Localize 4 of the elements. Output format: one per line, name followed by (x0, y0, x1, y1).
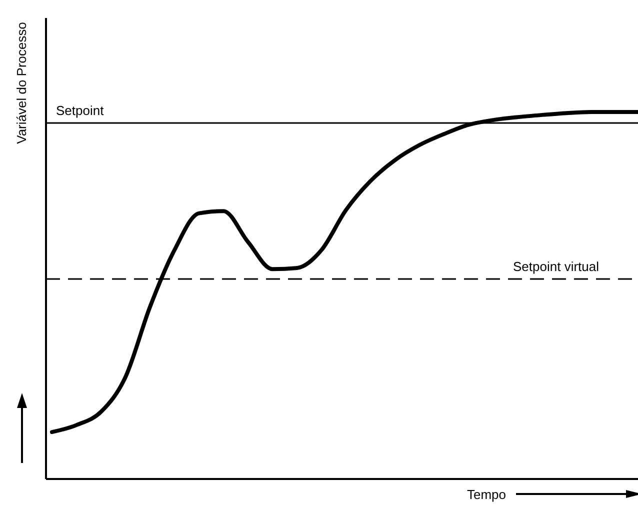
ref-line-label: Setpoint virtual (513, 258, 600, 274)
x-axis-title: Tempo (466, 487, 506, 502)
ref-line-label: Setpoint (56, 103, 104, 118)
y-axis-title: Variável do Processo (14, 22, 29, 144)
